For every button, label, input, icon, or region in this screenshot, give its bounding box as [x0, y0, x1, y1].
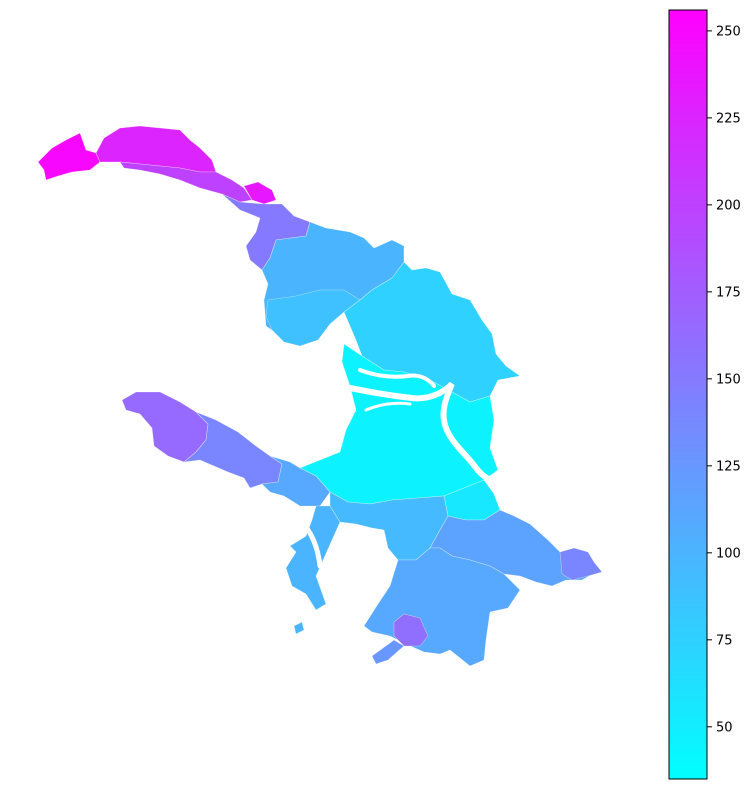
river-network — [297, 368, 497, 569]
colorbar-tick-label: 100 — [716, 546, 741, 561]
northern-arm — [37, 125, 521, 403]
colorbar-tick-label: 250 — [716, 24, 741, 39]
district-southwest-peninsula-tip — [121, 391, 209, 463]
colorbar-tick-label: 175 — [716, 285, 741, 300]
river-branch-north — [358, 368, 436, 388]
district-northeast — [343, 261, 521, 403]
colorbar-gradient — [668, 9, 708, 780]
district-south-tail — [371, 639, 405, 665]
district-far-east-tip — [559, 547, 603, 581]
gulf-channel — [297, 517, 323, 569]
colorbar-tick-label: 75 — [716, 633, 733, 648]
main-river — [347, 381, 497, 483]
district-northwest-small-district — [243, 181, 277, 205]
southern-area — [293, 491, 603, 667]
district-southwest-coast-inlet — [285, 505, 341, 611]
colorbar-ticks: 50 75 100 125 150 175 200 225 250 — [707, 24, 741, 735]
district-northwest-coast — [95, 125, 217, 173]
district-northwest-coast-tip — [37, 132, 101, 181]
district-small-southwest-islet — [293, 621, 305, 635]
district-north-lake-area — [265, 289, 361, 347]
colorbar-tick-label: 50 — [716, 720, 733, 735]
colorbar-tick-label: 225 — [716, 111, 741, 126]
colorbar-tick-label: 125 — [716, 459, 741, 474]
southwest-peninsula — [121, 391, 341, 611]
river-branch-south — [364, 401, 412, 412]
district-south-purple-patch — [393, 613, 429, 647]
colorbar-tick-label: 200 — [716, 198, 741, 213]
district-southwest-peninsula-base — [261, 455, 331, 507]
colorbar: 50 75 100 125 150 175 200 225 250 — [668, 9, 741, 780]
district-southwest-peninsula-mid — [183, 411, 283, 489]
colorbar-tick-label: 150 — [716, 372, 741, 387]
